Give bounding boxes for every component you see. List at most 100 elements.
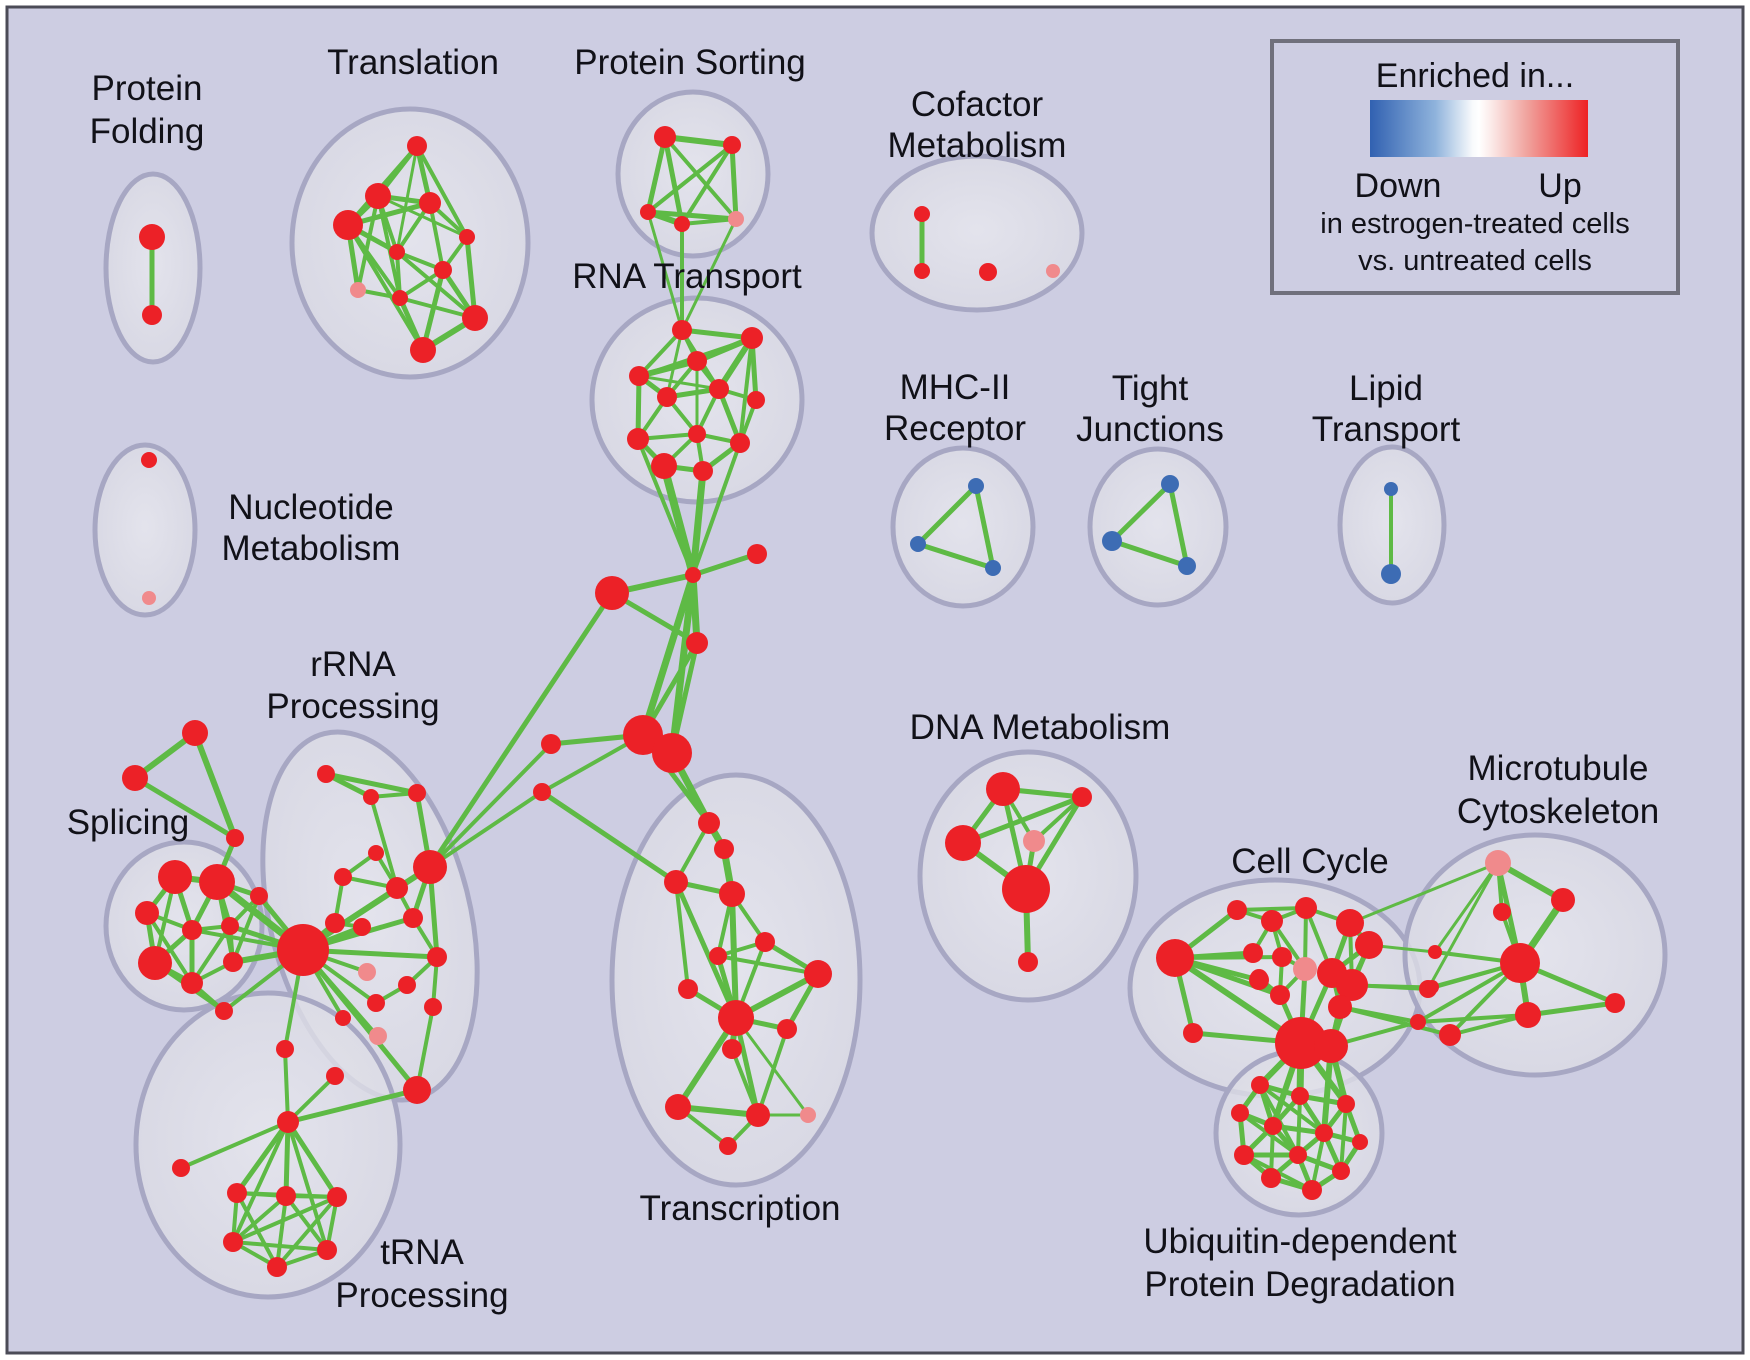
gene-set-node-s5 bbox=[221, 917, 239, 935]
cluster-label-mhc-ii-receptor: MHC-II Receptor bbox=[884, 368, 1026, 448]
gene-set-node-tr4 bbox=[719, 881, 745, 907]
gene-set-node-rt3 bbox=[687, 351, 707, 371]
gene-set-node-s4 bbox=[182, 920, 202, 940]
edge-rna-transport-rt2-rt10 bbox=[738, 336, 754, 445]
gene-set-node-q6 bbox=[1315, 1124, 1333, 1142]
gene-set-node-tr15 bbox=[719, 1137, 737, 1155]
cluster-ellipse-nucleotide-metabolism bbox=[92, 442, 198, 618]
gene-set-node-r6 bbox=[386, 877, 408, 899]
gene-set-node-u1 bbox=[172, 1159, 190, 1177]
cluster-label-line: Lipid bbox=[1349, 369, 1423, 408]
edge-rrna-processing-r19-r15 bbox=[415, 1005, 435, 1092]
gene-set-node-s3 bbox=[135, 901, 159, 925]
edge-translation-t3-t7 bbox=[428, 201, 445, 272]
edge-tight-junctions-b4-b6 bbox=[1167, 481, 1190, 569]
cluster-label-dna-metabolism: DNA Metabolism bbox=[910, 708, 1171, 747]
edge-translation-t2-t5 bbox=[376, 194, 469, 239]
edge-cross-cc14-m9 bbox=[1338, 1005, 1420, 1024]
gene-set-node-cc7 bbox=[1272, 947, 1292, 967]
gene-set-node-tr10 bbox=[777, 1019, 797, 1039]
cluster-label-rrna-processing: rRNA Processing bbox=[266, 645, 439, 726]
gene-set-node-f2 bbox=[914, 263, 930, 279]
gene-set-node-c1 bbox=[747, 544, 767, 564]
edge-mhc-ii-receptor-b2-b3 bbox=[915, 541, 996, 571]
cluster-label-line: Translation bbox=[327, 43, 499, 82]
edge-protein-sorting-ps4-ps5 bbox=[680, 217, 738, 226]
edge-trna-processing-u5-u6 bbox=[231, 1240, 329, 1252]
gene-set-node-b5 bbox=[1102, 531, 1122, 551]
gene-set-node-s2 bbox=[199, 864, 235, 900]
gene-set-node-tr7 bbox=[678, 979, 698, 999]
edge-cross-m1-cc5 bbox=[1348, 861, 1500, 925]
legend-title: Enriched in... bbox=[1376, 57, 1574, 95]
gene-set-node-t1 bbox=[407, 136, 427, 156]
cluster-label-cofactor-metabolism: Cofactor Metabolism bbox=[888, 85, 1067, 165]
gene-set-node-b8 bbox=[1381, 564, 1401, 584]
gene-set-node-q9 bbox=[1289, 1146, 1307, 1164]
gene-set-node-r19 bbox=[424, 998, 442, 1016]
cluster-label-line: tRNA bbox=[380, 1233, 464, 1272]
gene-set-node-b3 bbox=[985, 560, 1001, 576]
cluster-label-line: Transcription bbox=[640, 1189, 841, 1228]
edge-rrna-processing-r13-u0 bbox=[283, 1047, 290, 1124]
gene-set-node-tr6 bbox=[709, 947, 727, 965]
edge-cross-rt9-h1 bbox=[636, 437, 695, 577]
edge-protein-sorting-ps1-ps2 bbox=[662, 134, 735, 148]
edge-rna-transport-rt1-rt4 bbox=[637, 328, 684, 378]
cluster-label-translation: Translation bbox=[327, 43, 499, 82]
cluster-label-ubiquitin-degradation: Ubiquitin-dependent Protein Degradation bbox=[1143, 1222, 1457, 1304]
gene-set-node-m5 bbox=[1515, 1002, 1541, 1028]
cluster-label-rna-transport: RNA Transport bbox=[572, 257, 802, 296]
cluster-label-line: Transport bbox=[1312, 410, 1461, 449]
gene-set-node-u7 bbox=[267, 1257, 287, 1277]
legend-up-label: Up bbox=[1538, 167, 1581, 205]
gene-set-node-b4 bbox=[1161, 475, 1179, 493]
gene-set-node-b1 bbox=[968, 478, 984, 494]
gene-set-node-f3 bbox=[979, 263, 997, 281]
edge-trna-processing-u5-u4 bbox=[231, 1195, 339, 1244]
gene-set-node-s10 bbox=[215, 1002, 233, 1020]
edge-tight-junctions-b5-b6 bbox=[1109, 538, 1190, 569]
legend-box bbox=[1270, 39, 1680, 295]
cluster-label-trna-processing: tRNA Processing bbox=[335, 1233, 508, 1315]
gene-set-node-s6 bbox=[250, 887, 268, 905]
edge-translation-t1-t5 bbox=[415, 144, 469, 239]
gene-set-node-q10 bbox=[1332, 1162, 1350, 1180]
edge-dna-metabolism-d2-d3 bbox=[960, 794, 1085, 846]
gene-set-node-cc16 bbox=[1314, 1029, 1348, 1063]
gene-set-node-r1 bbox=[317, 765, 335, 783]
gene-set-node-rt9 bbox=[627, 428, 649, 450]
cluster-label-line: Microtubule bbox=[1468, 749, 1649, 788]
edge-cross-rt11-h1 bbox=[660, 462, 697, 579]
gene-set-node-rt2 bbox=[741, 327, 763, 349]
gene-set-node-h1 bbox=[685, 567, 701, 583]
gene-set-node-cc5 bbox=[1336, 909, 1364, 937]
gene-set-node-cc6 bbox=[1355, 931, 1383, 959]
gene-set-node-cc20 bbox=[1250, 969, 1268, 987]
gene-set-node-cc15 bbox=[1275, 1017, 1327, 1069]
gene-set-node-t3 bbox=[419, 192, 441, 214]
gene-set-node-rt6 bbox=[657, 387, 677, 407]
gene-set-node-L2 bbox=[533, 783, 551, 801]
gene-set-node-r13 bbox=[276, 1040, 294, 1058]
gene-set-node-q11 bbox=[1261, 1168, 1281, 1188]
gene-set-node-s7 bbox=[138, 946, 172, 980]
cluster-label-lipid-transport: Lipid Transport bbox=[1312, 369, 1461, 449]
edge-translation-t1-t6 bbox=[395, 144, 419, 254]
cluster-label-line: Splicing bbox=[67, 803, 190, 842]
gene-set-node-rt10 bbox=[730, 433, 750, 453]
edge-translation-t2-t8 bbox=[356, 194, 380, 292]
edge-transcription-L2-tr3 bbox=[539, 789, 679, 885]
gene-set-node-d2 bbox=[1072, 787, 1092, 807]
gene-set-node-cc1 bbox=[1156, 939, 1194, 977]
gene-set-node-m3 bbox=[1493, 903, 1511, 921]
gene-set-node-m1 bbox=[1485, 850, 1511, 876]
edge-trna-processing-u3-u7 bbox=[275, 1194, 288, 1269]
edge-rna-transport-rt4-rt5 bbox=[637, 374, 721, 391]
gene-set-node-cc19 bbox=[1227, 900, 1247, 920]
gene-set-node-tr1 bbox=[698, 812, 720, 834]
gene-set-node-tr9 bbox=[718, 1000, 754, 1036]
cluster-label-microtubule-cytoskeleton: Microtubule Cytoskeleton bbox=[1457, 749, 1659, 831]
edge-translation-t7-t11 bbox=[420, 267, 446, 353]
